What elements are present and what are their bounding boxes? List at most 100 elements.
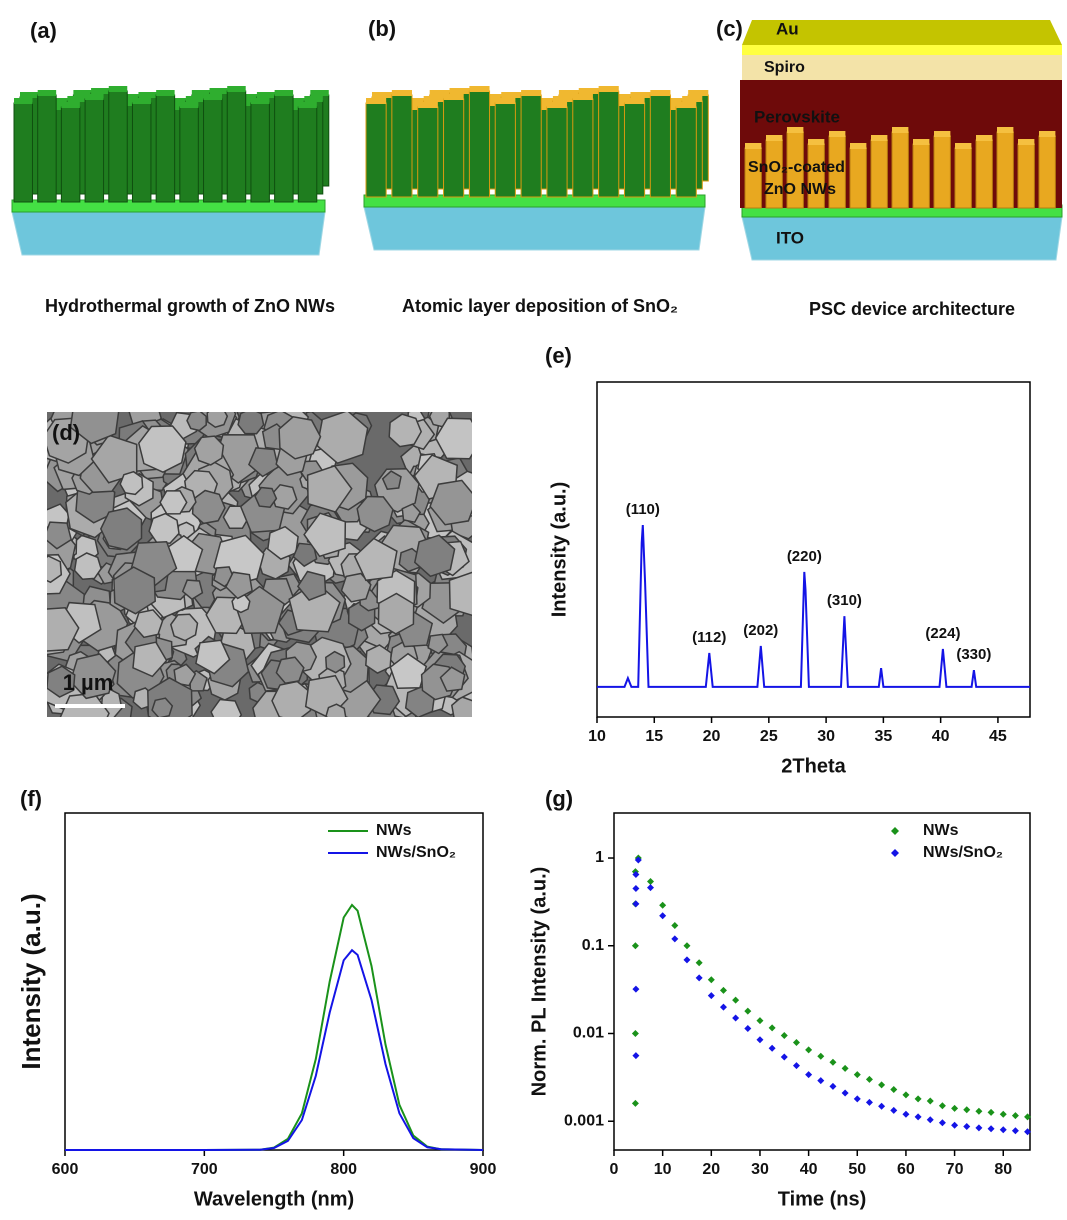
scale-bar-label: 1 µm xyxy=(63,670,114,695)
plot-frame xyxy=(64,812,484,1151)
nanowire-top xyxy=(745,143,762,149)
grain xyxy=(427,633,449,655)
nanowire xyxy=(912,143,930,209)
y-tick-label: 0.001 xyxy=(564,1112,604,1129)
nanowire-top xyxy=(787,127,804,133)
y-axis-label: Intensity (a.u.) xyxy=(548,482,570,618)
caption: Atomic layer deposition of SnO₂ xyxy=(402,296,678,316)
scatter-point xyxy=(902,1110,910,1118)
legend-label: NWs/SnO₂ xyxy=(376,844,456,861)
scatter-point xyxy=(841,1064,849,1072)
nanowire-top xyxy=(191,90,211,96)
scatter-point xyxy=(865,1098,873,1106)
x-tick-label: 20 xyxy=(702,1161,720,1178)
nanowire-top xyxy=(443,94,464,100)
scatter-point xyxy=(707,976,715,984)
nanowire-top xyxy=(429,90,450,96)
x-tick-label: 20 xyxy=(703,728,721,745)
nanowire-top xyxy=(239,94,258,100)
layer-label: SnO₂-coated xyxy=(748,159,845,176)
nanowire-top xyxy=(676,102,697,108)
grain xyxy=(186,412,207,432)
grain xyxy=(353,537,398,582)
nanowire-top xyxy=(850,143,867,149)
nanowire-top xyxy=(521,90,542,96)
layer-label: ZnO NWs xyxy=(764,181,836,198)
x-tick-label: 70 xyxy=(946,1161,964,1178)
substrate xyxy=(363,206,706,251)
scatter-point xyxy=(732,996,740,1004)
nanowire-top xyxy=(766,135,783,141)
caption: Hydrothermal growth of ZnO NWs xyxy=(45,296,335,316)
y-axis-label: Norm. PL Intensity (a.u.) xyxy=(528,867,550,1097)
nanowire-top xyxy=(91,88,110,94)
scatter-point xyxy=(890,1106,898,1114)
nanowire-top xyxy=(67,96,86,102)
grain xyxy=(340,572,372,603)
grain xyxy=(193,435,225,466)
nanowire-top xyxy=(610,94,631,100)
x-tick-label: 900 xyxy=(470,1161,497,1178)
nanowire-top xyxy=(578,88,599,94)
scatter-point xyxy=(975,1124,983,1132)
nanowire xyxy=(468,90,491,198)
scatter-point xyxy=(768,1044,776,1052)
grain xyxy=(303,512,347,558)
nanowire xyxy=(996,131,1014,209)
grain xyxy=(278,415,322,460)
x-tick-label: 30 xyxy=(751,1161,769,1178)
nanowire xyxy=(13,102,33,203)
grain xyxy=(47,665,76,698)
nanowire-top xyxy=(209,88,229,94)
x-tick-label: 50 xyxy=(848,1161,866,1178)
nanowire-top xyxy=(1018,139,1035,145)
nanowire-top xyxy=(391,90,413,96)
substrate xyxy=(11,211,326,256)
nanowire-top xyxy=(955,143,972,149)
grain xyxy=(247,447,279,478)
nanowire-top xyxy=(688,90,709,96)
nanowire-top xyxy=(469,86,490,92)
peak-label: (112) xyxy=(692,629,726,646)
grain xyxy=(151,697,174,717)
nanowire-top xyxy=(682,96,703,102)
panel-label: (d) xyxy=(52,420,80,445)
nanowire-top xyxy=(650,90,671,96)
nanowire-top xyxy=(168,98,187,104)
scatter-point xyxy=(744,1025,752,1033)
plot-frame xyxy=(596,381,1031,718)
grain xyxy=(73,552,102,580)
nanowire-top xyxy=(552,96,574,102)
nanowire xyxy=(1038,135,1056,209)
panel-label: (c) xyxy=(716,16,743,41)
nanowire-top xyxy=(366,98,387,104)
scatter-point xyxy=(805,1046,813,1054)
scatter-point xyxy=(707,992,715,1000)
scatter-point xyxy=(926,1097,934,1105)
x-tick-label: 600 xyxy=(52,1161,79,1178)
grain xyxy=(377,592,415,635)
nanowire-top xyxy=(37,90,57,96)
nanowire-top xyxy=(572,94,593,100)
grain xyxy=(195,639,231,675)
nanowire-top xyxy=(120,94,140,100)
scatter-point xyxy=(817,1052,825,1060)
nanowire xyxy=(891,131,909,209)
scatter-point xyxy=(999,1126,1007,1134)
scatter-point xyxy=(829,1082,837,1090)
scatter-point xyxy=(695,974,703,982)
scatter-point xyxy=(732,1014,740,1022)
line-series xyxy=(65,903,484,1151)
layer-label: Perovskite xyxy=(754,107,840,126)
grain xyxy=(137,425,187,474)
nanowire-top xyxy=(449,88,470,94)
scatter-point xyxy=(878,1102,886,1110)
scatter-point xyxy=(768,1024,776,1032)
caption: PSC device architecture xyxy=(809,299,1015,319)
nanowire-top xyxy=(997,127,1014,133)
nanowire-top xyxy=(61,102,80,108)
grain xyxy=(266,525,299,560)
grain xyxy=(224,571,253,600)
nanowire xyxy=(250,102,270,203)
scatter-point xyxy=(938,1119,946,1127)
